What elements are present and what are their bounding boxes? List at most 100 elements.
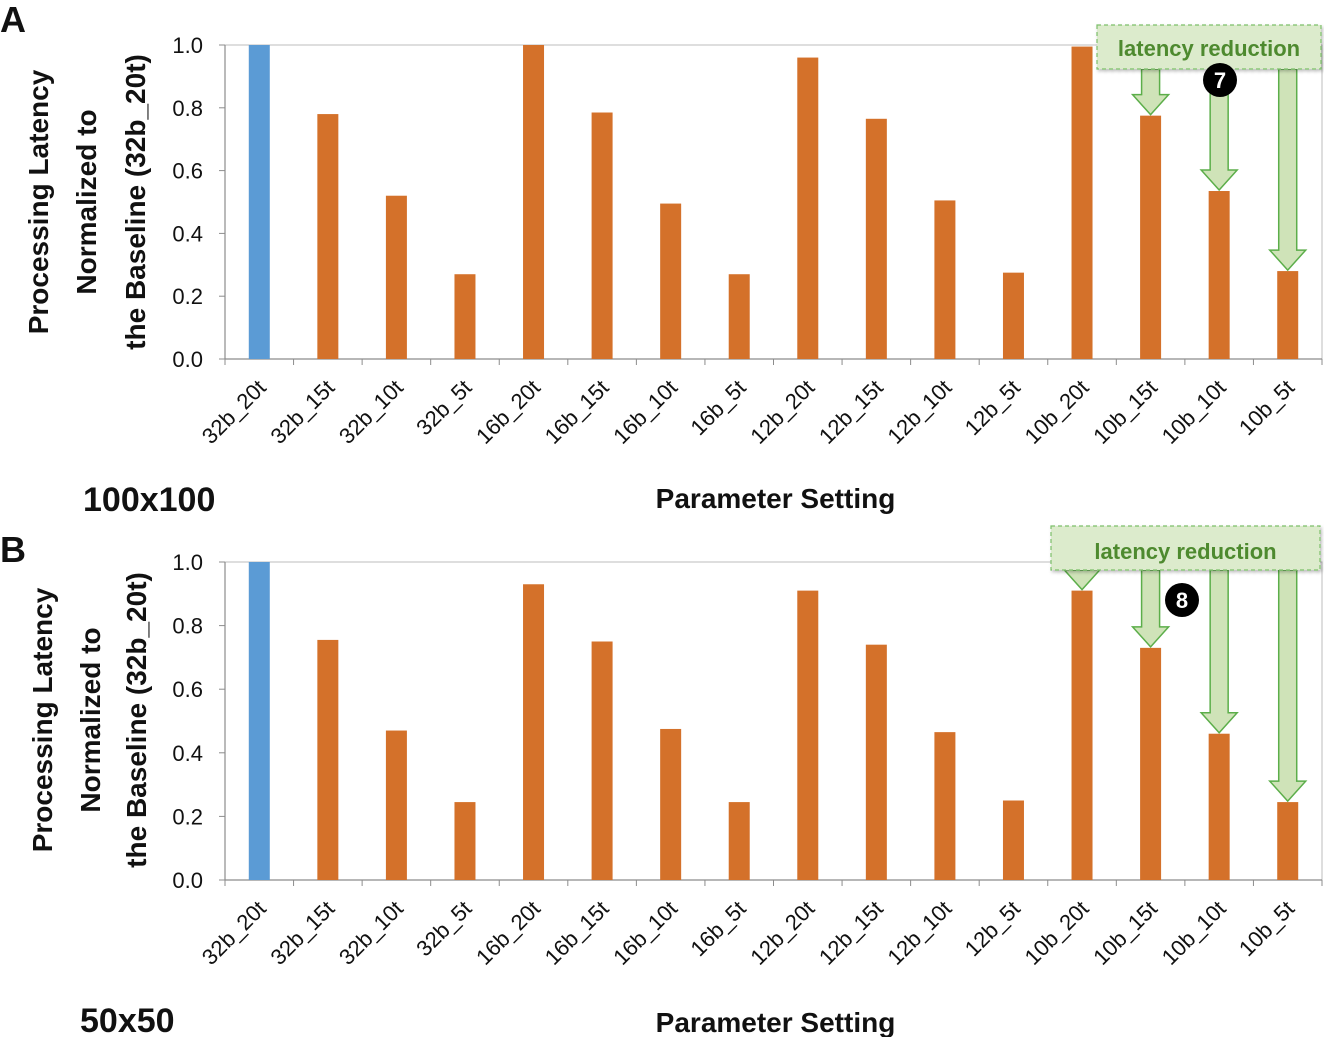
- x-tick-label: 12b_5t: [960, 375, 1025, 440]
- x-tick-label: 12b_15t: [814, 375, 888, 449]
- y-axis-title-line: the Baseline (32b_20t): [120, 54, 151, 350]
- x-tick-label: 32b_5t: [411, 375, 476, 440]
- x-tick-label: 12b_20t: [745, 375, 819, 449]
- x-tick-label: 12b_20t: [745, 896, 819, 970]
- bar-12b_10t: [934, 200, 956, 359]
- y-tick-label: 0.6: [172, 677, 203, 702]
- bar-32b_15t: [317, 639, 339, 880]
- x-tick-label: 32b_10t: [334, 896, 408, 970]
- bar-10b_10t: [1208, 191, 1230, 359]
- y-axis-title-line: the Baseline (32b_20t): [121, 572, 152, 868]
- step-marker-number: 8: [1176, 588, 1188, 613]
- latency-reduction-arrow: [1130, 68, 1171, 116]
- bar-16b_20t: [523, 584, 545, 880]
- x-tick-label: 12b_5t: [960, 896, 1025, 961]
- x-tick-label: 32b_15t: [265, 375, 339, 449]
- x-tick-label: 10b_10t: [1157, 375, 1231, 449]
- x-tick-label: 16b_15t: [540, 896, 614, 970]
- y-tick-label: 1.0: [172, 550, 203, 575]
- x-tick-label: 10b_20t: [1020, 896, 1094, 970]
- bar-12b_5t: [1002, 272, 1024, 359]
- x-tick-label: 10b_5t: [1234, 896, 1299, 961]
- chart-panel-b: B50x500.00.20.40.60.81.032b_20t32b_15t32…: [0, 525, 1323, 1040]
- bar-10b_15t: [1140, 647, 1162, 880]
- y-tick-label: 0.8: [172, 96, 203, 121]
- y-tick-label: 0.6: [172, 159, 203, 184]
- bar-16b_15t: [591, 641, 613, 880]
- x-tick-label: 12b_10t: [883, 375, 957, 449]
- x-tick-label: 16b_20t: [471, 896, 545, 970]
- y-tick-label: 0.0: [172, 347, 203, 372]
- bar-16b_15t: [591, 112, 613, 359]
- panel-label: B: [0, 529, 26, 570]
- x-tick-label: 16b_20t: [471, 375, 545, 449]
- y-axis-title-line: Processing Latency: [27, 587, 58, 852]
- latency-reduction-arrow: [1130, 569, 1171, 648]
- x-tick-label: 10b_5t: [1234, 375, 1299, 440]
- annotation-label: latency reduction: [1118, 36, 1300, 61]
- x-tick-label: 10b_15t: [1088, 375, 1162, 449]
- y-tick-label: 0.0: [172, 868, 203, 893]
- x-tick-label: 16b_10t: [608, 375, 682, 449]
- x-tick-label: 32b_20t: [197, 896, 271, 970]
- y-axis-title-line: Normalized to: [75, 627, 106, 812]
- bar-12b_20t: [797, 57, 819, 360]
- x-tick-label: 10b_15t: [1088, 896, 1162, 970]
- bar-16b_5t: [728, 274, 750, 359]
- x-axis-title: Parameter Setting: [656, 1007, 896, 1037]
- bar-12b_15t: [865, 118, 887, 359]
- y-axis-title-line: Normalized to: [71, 109, 102, 294]
- bar-12b_5t: [1002, 800, 1024, 880]
- bar-10b_15t: [1140, 115, 1162, 360]
- x-tick-label: 32b_10t: [334, 375, 408, 449]
- bar-32b_10t: [385, 195, 407, 359]
- bar-12b_20t: [797, 590, 819, 880]
- size-label: 50x50: [80, 1002, 175, 1037]
- bar-10b_20t: [1071, 590, 1093, 880]
- y-tick-label: 0.2: [172, 284, 203, 309]
- bar-32b_5t: [454, 802, 476, 880]
- x-tick-label: 16b_10t: [608, 896, 682, 970]
- latency-reduction-arrow: [1199, 569, 1239, 734]
- y-tick-label: 0.4: [172, 741, 203, 766]
- panel-label: A: [0, 0, 26, 40]
- step-marker-number: 7: [1214, 68, 1226, 93]
- x-tick-label: 16b_15t: [540, 375, 614, 449]
- bar-32b_20t: [248, 45, 270, 359]
- x-tick-label: 10b_10t: [1157, 896, 1231, 970]
- bar-12b_10t: [934, 732, 956, 880]
- bar-32b_20t: [248, 562, 270, 880]
- bar-16b_20t: [523, 45, 545, 359]
- bar-32b_10t: [385, 730, 407, 880]
- x-tick-label: 32b_15t: [265, 896, 339, 970]
- x-tick-label: 32b_5t: [411, 896, 476, 961]
- y-tick-label: 0.8: [172, 614, 203, 639]
- y-tick-label: 0.2: [172, 804, 203, 829]
- size-label: 100x100: [83, 481, 215, 519]
- annotation-box: [1050, 525, 1321, 571]
- chart-panel-a: A 100x100 0.0 0.2 0.4 0.6 0.8 1.0 32b_20t32b_15t…: [0, 0, 1323, 519]
- bar-16b_10t: [660, 203, 682, 359]
- x-tick-label: 16b_5t: [685, 896, 750, 961]
- x-axis-title: Parameter Setting: [656, 483, 896, 514]
- bar-10b_10t: [1208, 733, 1230, 880]
- bar-16b_10t: [660, 728, 682, 880]
- bar-12b_15t: [865, 644, 887, 880]
- bar-16b_5t: [728, 802, 750, 880]
- bar-10b_5t: [1277, 802, 1299, 880]
- x-tick-label: 10b_20t: [1020, 375, 1094, 449]
- annotation-label: latency reduction: [1094, 539, 1276, 564]
- bar-32b_5t: [454, 274, 476, 359]
- latency-reduction-arrow: [1268, 68, 1308, 272]
- step-marker: [1165, 583, 1199, 617]
- bar-32b_15t: [317, 114, 339, 359]
- x-tick-label: 12b_15t: [814, 896, 888, 970]
- y-tick-label: 1.0: [172, 33, 203, 58]
- y-axis-title-line: Processing Latency: [23, 69, 54, 334]
- bar-10b_20t: [1071, 46, 1093, 359]
- bar-10b_5t: [1277, 271, 1299, 359]
- x-tick-label: 32b_20t: [197, 375, 271, 449]
- x-tick-label: 12b_10t: [883, 896, 957, 970]
